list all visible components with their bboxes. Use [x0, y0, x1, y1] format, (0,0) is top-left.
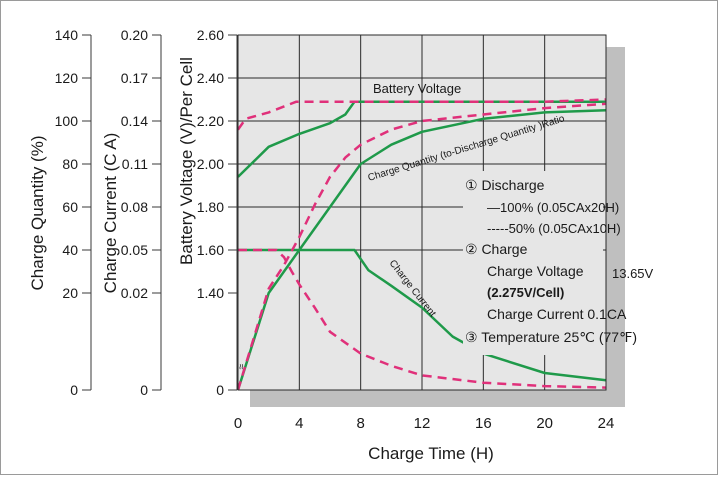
current-tick-label: 0.05	[121, 242, 148, 258]
current-tick-label: 0.17	[121, 70, 148, 86]
quantity-tick-label: 140	[55, 27, 79, 43]
series-layer	[236, 98, 607, 391]
current-tick-label: 0.14	[121, 113, 148, 129]
voltage-tick-label: 1.60	[197, 242, 224, 258]
voltage-tick-label: 1.80	[197, 199, 224, 215]
x-tick-label: 24	[598, 415, 615, 432]
current-tick-label: 0.02	[121, 285, 148, 301]
break-mark: ≈	[235, 364, 246, 370]
note-charge: ② Charge	[465, 241, 528, 257]
note-voltage-per-cell: (2.275V/Cell)	[487, 285, 564, 300]
note-discharge: ① Discharge	[465, 177, 545, 193]
note-temperature: ③ Temperature 25℃ (77℉)	[465, 329, 637, 345]
note-charge-current: Charge Current 0.1CA	[487, 306, 627, 322]
x-tick-label: 0	[234, 415, 242, 432]
quantity-tick-label: 40	[62, 242, 78, 258]
voltage-tick-label: 2.60	[197, 27, 224, 43]
voltage-tick-label: 2.40	[197, 70, 224, 86]
plot-border	[237, 34, 607, 391]
voltage-axis-title: Battery Voltage (V)/Per Cell	[177, 57, 196, 265]
label-layer: Charge Time (H) Charge Quantity (%) Char…	[28, 57, 654, 463]
current-tick-label: 0.11	[122, 156, 148, 172]
battery-voltage-label: Battery Voltage	[373, 81, 461, 96]
x-tick-label: 4	[295, 415, 303, 432]
voltage-tick-label: 0	[216, 382, 224, 398]
notes-box	[463, 171, 603, 355]
battery-voltage-50pct-line	[236, 98, 607, 131]
voltage-tick-label: 2.20	[197, 113, 224, 129]
note-charge-voltage: Charge Voltage	[487, 263, 584, 279]
note-voltage-value: 13.65V	[612, 266, 654, 281]
quantity-tick-label: 60	[62, 199, 78, 215]
current-tick-label: 0.20	[121, 27, 148, 43]
axes-layer: 0 4 8 12 16 20 24 0 20 40 60 80 100 120 140 0 0.02 0.05 0.…	[55, 27, 615, 432]
current-tick-label: 0.08	[121, 199, 148, 215]
current-tick-label: 0	[140, 382, 148, 398]
note-50pct: -----50% (0.05CAx10H)	[487, 221, 621, 236]
charge-current-100pct-line	[238, 248, 607, 382]
quantity-tick-label: 0	[70, 382, 78, 398]
quantity-axis-title: Charge Quantity (%)	[28, 136, 47, 291]
x-tick-label: 16	[475, 415, 492, 432]
quantity-tick-label: 20	[62, 285, 78, 301]
x-axis-title: Charge Time (H)	[368, 444, 494, 463]
current-axis-title: Charge Current (C A)	[101, 133, 120, 294]
quantity-tick-label: 120	[55, 70, 79, 86]
note-100pct: —100% (0.05CAx20H)	[487, 200, 619, 215]
battery-voltage-100pct-line	[237, 100, 606, 178]
quantity-tick-label: 100	[55, 113, 79, 129]
quantity-tick-label: 80	[62, 156, 78, 172]
x-tick-label: 8	[356, 415, 364, 432]
charge-quantity-50pct-line	[236, 102, 607, 391]
voltage-tick-label: 2.00	[197, 156, 224, 172]
x-tick-label: 20	[536, 415, 553, 432]
charge-current-50pct-line	[238, 248, 607, 389]
x-tick-label: 12	[414, 415, 431, 432]
voltage-tick-label: 1.40	[197, 285, 224, 301]
charge-quantity-100pct-line	[236, 109, 607, 391]
